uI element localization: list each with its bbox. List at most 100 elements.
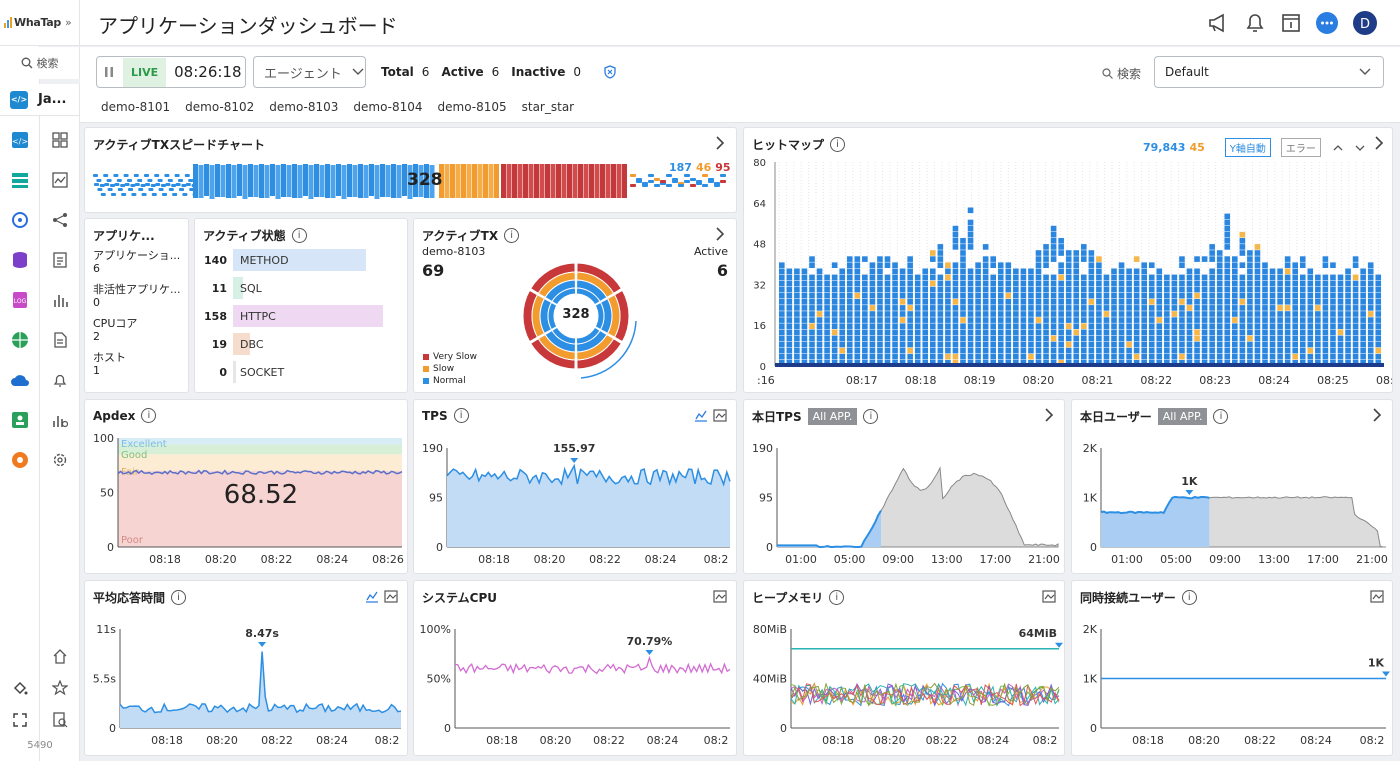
y-tick-label: 0 bbox=[107, 541, 114, 554]
fullscreen-icon[interactable] bbox=[9, 709, 31, 731]
area-chart-toggle-icon[interactable] bbox=[713, 590, 727, 603]
status-row[interactable]: 19 DBC bbox=[195, 331, 407, 359]
paint-bucket-icon[interactable] bbox=[9, 677, 31, 699]
heat-cell bbox=[877, 341, 883, 348]
info-icon[interactable]: i bbox=[141, 408, 157, 423]
megaphone-icon[interactable] bbox=[1207, 11, 1231, 35]
broadcast-icon[interactable] bbox=[9, 449, 31, 471]
info-panel-icon[interactable] bbox=[1279, 11, 1303, 35]
settings-gear-icon[interactable] bbox=[49, 449, 71, 471]
chevron-up-icon[interactable] bbox=[1333, 144, 1343, 152]
info-icon[interactable]: i bbox=[291, 228, 307, 243]
heat-cell bbox=[982, 262, 989, 268]
heat-cell bbox=[1322, 335, 1329, 342]
speed-dot bbox=[133, 174, 139, 177]
area-chart-toggle-icon[interactable] bbox=[384, 590, 398, 603]
heat-cell bbox=[1141, 305, 1147, 311]
chevron-right-icon[interactable] bbox=[1042, 408, 1056, 422]
agent-item[interactable]: demo-8103 bbox=[269, 100, 339, 114]
alert-bell-icon[interactable] bbox=[49, 369, 71, 391]
heat-cell bbox=[1330, 286, 1336, 293]
report-icon[interactable] bbox=[49, 329, 71, 351]
notification-bell-icon[interactable] bbox=[1243, 11, 1267, 35]
topology-icon[interactable] bbox=[49, 209, 71, 231]
home-icon[interactable] bbox=[49, 645, 71, 667]
info-icon[interactable]: i bbox=[829, 590, 845, 605]
agent-item[interactable]: demo-8101 bbox=[101, 100, 171, 114]
star-icon[interactable] bbox=[49, 677, 71, 699]
chevron-down-icon[interactable] bbox=[1355, 144, 1365, 152]
agent-dropdown[interactable]: エージェント bbox=[253, 56, 366, 88]
chart-window-icon[interactable] bbox=[49, 169, 71, 191]
chevron-right-icon[interactable] bbox=[713, 136, 727, 150]
status-row[interactable]: 11 SQL bbox=[195, 275, 407, 303]
brand-logo[interactable]: WhaTap » bbox=[0, 0, 80, 46]
chevron-right-icon[interactable] bbox=[713, 227, 727, 241]
heat-cell bbox=[779, 305, 785, 311]
agent-item[interactable]: demo-8105 bbox=[437, 100, 507, 114]
shield-filter-icon[interactable] bbox=[603, 65, 617, 79]
info-icon[interactable]: i bbox=[1213, 409, 1229, 424]
y-auto-button[interactable]: Y軸自動 bbox=[1224, 138, 1271, 157]
project-selector[interactable]: </> Ja... bbox=[0, 84, 80, 116]
globe-icon[interactable] bbox=[9, 329, 31, 351]
heat-cell bbox=[952, 347, 959, 354]
kubernetes-icon[interactable] bbox=[9, 209, 31, 231]
info-icon[interactable]: i bbox=[504, 228, 520, 243]
chevron-right-icon[interactable] bbox=[1370, 408, 1384, 422]
agent-item[interactable]: demo-8102 bbox=[185, 100, 255, 114]
status-row[interactable]: 140 METHOD bbox=[195, 247, 407, 275]
heat-cell bbox=[899, 317, 906, 323]
heat-cell bbox=[1247, 274, 1253, 281]
heat-cell bbox=[960, 347, 966, 354]
area-chart-toggle-icon[interactable] bbox=[713, 409, 727, 422]
speed-bar-normal bbox=[429, 165, 435, 198]
agent-item[interactable]: star_star bbox=[521, 100, 575, 114]
info-icon[interactable]: i bbox=[863, 409, 879, 424]
area-chart-toggle-icon[interactable] bbox=[1042, 590, 1056, 603]
live-control[interactable]: LIVE 08:26:18 bbox=[96, 56, 246, 88]
cloud-icon[interactable] bbox=[9, 369, 31, 391]
toolbar-search[interactable]: 検索 bbox=[1102, 65, 1141, 82]
sidebar-search[interactable]: 検索 bbox=[0, 47, 80, 79]
info-icon[interactable]: i bbox=[453, 408, 469, 423]
server-icon[interactable] bbox=[9, 169, 31, 191]
pause-icon[interactable] bbox=[103, 66, 115, 78]
collapse-chevrons-icon[interactable]: » bbox=[64, 16, 72, 29]
info-icon[interactable]: i bbox=[1181, 590, 1197, 605]
heat-cell bbox=[1126, 311, 1132, 317]
bar-stats-icon[interactable] bbox=[49, 289, 71, 311]
search-doc-icon[interactable] bbox=[49, 709, 71, 731]
line-chart-toggle-icon[interactable] bbox=[365, 590, 379, 603]
info-icon[interactable]: i bbox=[171, 590, 187, 605]
heat-cell bbox=[1254, 335, 1261, 342]
user-card-icon[interactable] bbox=[9, 409, 31, 431]
preset-dropdown[interactable]: Default bbox=[1154, 56, 1384, 88]
line-chart-toggle-icon[interactable] bbox=[694, 409, 708, 422]
metrics-settings-icon[interactable] bbox=[49, 409, 71, 431]
area-chart-toggle-icon[interactable] bbox=[1370, 590, 1384, 603]
heat-cell bbox=[1330, 329, 1336, 336]
status-row[interactable]: 158 HTTPC bbox=[195, 303, 407, 331]
chat-icon[interactable] bbox=[1315, 11, 1339, 35]
speed-dot bbox=[178, 179, 183, 182]
log-icon[interactable]: LOG bbox=[9, 289, 31, 311]
heat-cell bbox=[907, 274, 913, 281]
heat-cell bbox=[982, 274, 989, 281]
heat-cell bbox=[869, 286, 876, 293]
heat-cell bbox=[1315, 335, 1321, 342]
heat-cell bbox=[1141, 329, 1147, 336]
status-row[interactable]: 0 SOCKET bbox=[195, 359, 407, 387]
info-icon[interactable]: i bbox=[830, 137, 846, 152]
heat-cell bbox=[914, 274, 921, 281]
heat-cell bbox=[1111, 335, 1117, 342]
error-filter-button[interactable]: エラー bbox=[1280, 138, 1321, 157]
agent-item[interactable]: demo-8104 bbox=[353, 100, 423, 114]
database-icon[interactable] bbox=[9, 249, 31, 271]
heat-cell bbox=[1096, 256, 1102, 262]
log-doc-icon[interactable] bbox=[49, 249, 71, 271]
user-avatar[interactable]: D bbox=[1353, 11, 1377, 35]
chevron-right-icon[interactable] bbox=[1372, 136, 1386, 150]
app-code-icon[interactable]: </> bbox=[9, 129, 31, 151]
grid-icon[interactable] bbox=[49, 129, 71, 151]
